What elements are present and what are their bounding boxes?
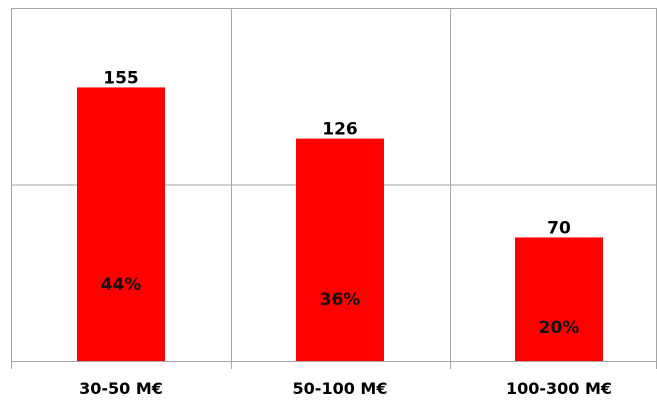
category-label-3: 100-300 M€ (506, 379, 612, 398)
category-label-1: 30-50 M€ (79, 379, 163, 398)
bar-3 (515, 237, 603, 361)
percent-label-2: 36% (320, 290, 361, 310)
bar-layer (77, 87, 603, 362)
value-label-1: 155 (103, 68, 139, 88)
bar-1 (77, 87, 165, 362)
value-label-3: 70 (547, 218, 571, 238)
percent-label-1: 44% (101, 275, 142, 295)
percent-label-3: 20% (539, 318, 580, 338)
bar-2 (296, 138, 384, 361)
label-layer: 155 44% 30-50 M€ 126 36% 50-100 M€ 70 20% 100-30… (79, 68, 612, 398)
category-label-2: 50-100 M€ (293, 379, 388, 398)
value-label-2: 126 (322, 120, 358, 140)
